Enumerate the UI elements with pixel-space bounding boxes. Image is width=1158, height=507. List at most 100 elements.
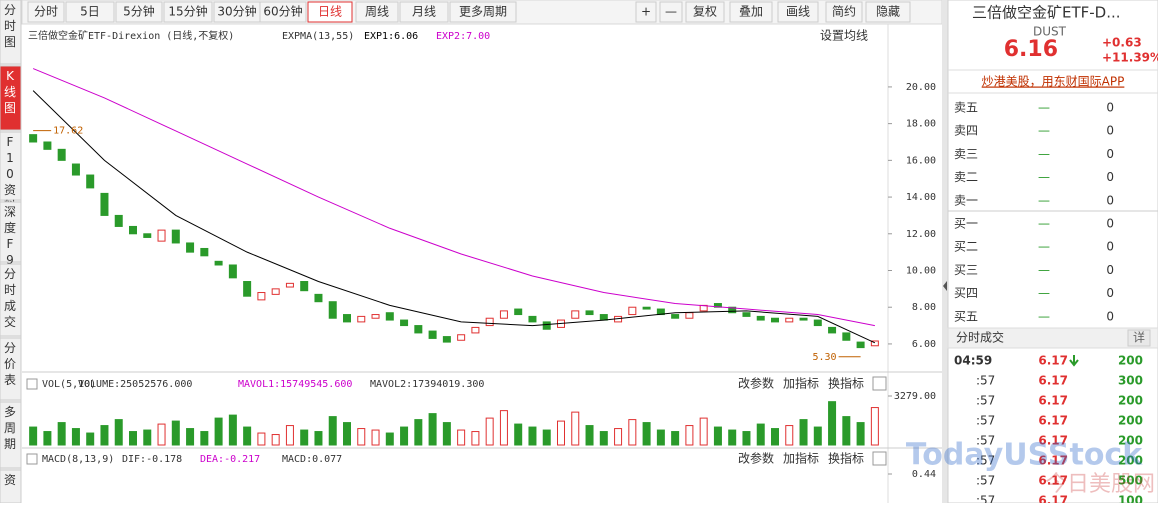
side-tab[interactable]: [0, 337, 22, 401]
trade-time: :57: [976, 474, 995, 488]
volume-bar: [828, 401, 837, 446]
period-tab-label[interactable]: 60分钟: [263, 4, 302, 19]
side-tab-label[interactable]: 分时图: [4, 3, 16, 49]
side-tab-label[interactable]: 资: [4, 473, 16, 487]
book-volume: 0: [1106, 147, 1114, 161]
candle: [628, 306, 637, 316]
period-tab-label[interactable]: 周线: [365, 5, 389, 19]
book-volume: 0: [1106, 217, 1114, 231]
y-tick-label: 10.00: [906, 265, 936, 276]
y-tick-label: 12.00: [906, 229, 936, 240]
period-tab[interactable]: [27, 1, 65, 23]
detail-label[interactable]: 详: [1133, 330, 1145, 345]
change-pct: +11.39%: [1102, 51, 1158, 65]
side-tab-label[interactable]: 多周期: [4, 405, 16, 451]
panel-button[interactable]: 改参数: [738, 376, 774, 391]
collapse-arrow[interactable]: [943, 281, 947, 291]
candle: [314, 293, 323, 303]
side-tab-label[interactable]: K 线图: [4, 69, 16, 115]
book-volume: 0: [1106, 286, 1114, 300]
panel-header: MACD:0.077: [282, 454, 342, 465]
detail-button[interactable]: [1127, 329, 1151, 347]
volume-bar: [713, 426, 722, 446]
tool-label[interactable]: 隐藏: [876, 5, 900, 19]
tool-label[interactable]: 叠加: [739, 5, 763, 19]
period-tab[interactable]: [399, 1, 449, 23]
panel-button[interactable]: 加指标: [783, 376, 819, 391]
book-price: —: [1038, 147, 1050, 161]
tool-button[interactable]: [659, 1, 683, 23]
period-tab[interactable]: [449, 1, 517, 23]
promo-link[interactable]: 炒港美股，用东财国际APP: [982, 75, 1125, 89]
trades-header: [947, 327, 1158, 349]
period-tab[interactable]: [259, 1, 307, 23]
volume-bar: [243, 426, 252, 446]
tool-button[interactable]: [635, 1, 657, 23]
trade-time: :57: [976, 374, 995, 388]
side-tab[interactable]: [0, 201, 22, 263]
tool-label[interactable]: 画线: [786, 5, 810, 19]
tool-button[interactable]: [865, 1, 911, 23]
tool-label[interactable]: 简约: [832, 4, 856, 19]
tool-label[interactable]: 复权: [693, 5, 717, 19]
candle: [870, 340, 879, 347]
period-tab[interactable]: [355, 1, 399, 23]
low-label: 5.30: [813, 352, 837, 363]
side-tab[interactable]: [0, 131, 22, 201]
period-tab[interactable]: [65, 1, 115, 23]
period-tab-label[interactable]: 15分钟: [168, 4, 207, 19]
candle: [200, 247, 209, 257]
side-tab[interactable]: [0, 401, 22, 469]
side-tab[interactable]: [0, 65, 22, 131]
volume-bar: [728, 429, 737, 446]
candle: [542, 321, 551, 330]
tool-label[interactable]: —: [665, 5, 677, 19]
period-tab-label[interactable]: 5日: [80, 5, 100, 19]
candle: [856, 341, 865, 349]
tool-button[interactable]: [777, 1, 819, 23]
period-tab-label[interactable]: 月线: [412, 5, 436, 19]
book-label: 买三: [954, 263, 978, 277]
stock-code: DUST: [1033, 25, 1067, 39]
panel-header: MAVOL1:15749545.600: [238, 379, 352, 390]
kline-header: EXP1:6.06: [364, 31, 418, 42]
volume-bar: [300, 429, 309, 446]
period-tab[interactable]: [115, 1, 163, 23]
settings-button[interactable]: 设置均线: [820, 29, 868, 43]
book-label: 买一: [954, 217, 978, 231]
high-label: 17.62: [53, 126, 83, 137]
volume-bar: [285, 425, 294, 446]
period-tab-label[interactable]: 日线: [318, 5, 342, 19]
side-tab[interactable]: [0, 0, 22, 65]
volume-bar: [542, 429, 551, 446]
period-tab-label[interactable]: 5分钟: [123, 4, 155, 19]
candle: [357, 315, 366, 323]
period-tab-label[interactable]: 分时: [34, 5, 58, 19]
tool-button[interactable]: [729, 1, 773, 23]
period-tab[interactable]: [163, 1, 213, 23]
panel-button[interactable]: 换指标: [828, 376, 864, 391]
side-tab-label[interactable]: 分时成交: [4, 267, 16, 329]
side-tab-label[interactable]: 分价表: [4, 341, 16, 387]
volume-bar: [870, 407, 879, 446]
candle: [528, 315, 537, 323]
side-tab-label[interactable]: 深度 F 9: [4, 205, 16, 267]
period-tab-label[interactable]: 30分钟: [217, 4, 256, 19]
candle: [414, 325, 423, 334]
panel-button[interactable]: 加指标: [783, 451, 819, 466]
side-tab[interactable]: [0, 263, 22, 337]
panel-button[interactable]: 换指标: [828, 451, 864, 466]
tool-button[interactable]: [825, 1, 863, 23]
volume-bar: [557, 420, 565, 446]
candle: [228, 264, 237, 279]
tool-label[interactable]: +: [641, 5, 651, 19]
close-button[interactable]: [872, 451, 887, 466]
panel-button[interactable]: 改参数: [738, 451, 774, 466]
volume-bar: [328, 416, 337, 446]
period-tab[interactable]: [307, 1, 353, 23]
close-button[interactable]: [872, 376, 887, 391]
tool-button[interactable]: [685, 1, 725, 23]
period-tab-label[interactable]: 更多周期: [459, 5, 507, 19]
panel-header: MAVOL2:17394019.300: [370, 379, 484, 390]
